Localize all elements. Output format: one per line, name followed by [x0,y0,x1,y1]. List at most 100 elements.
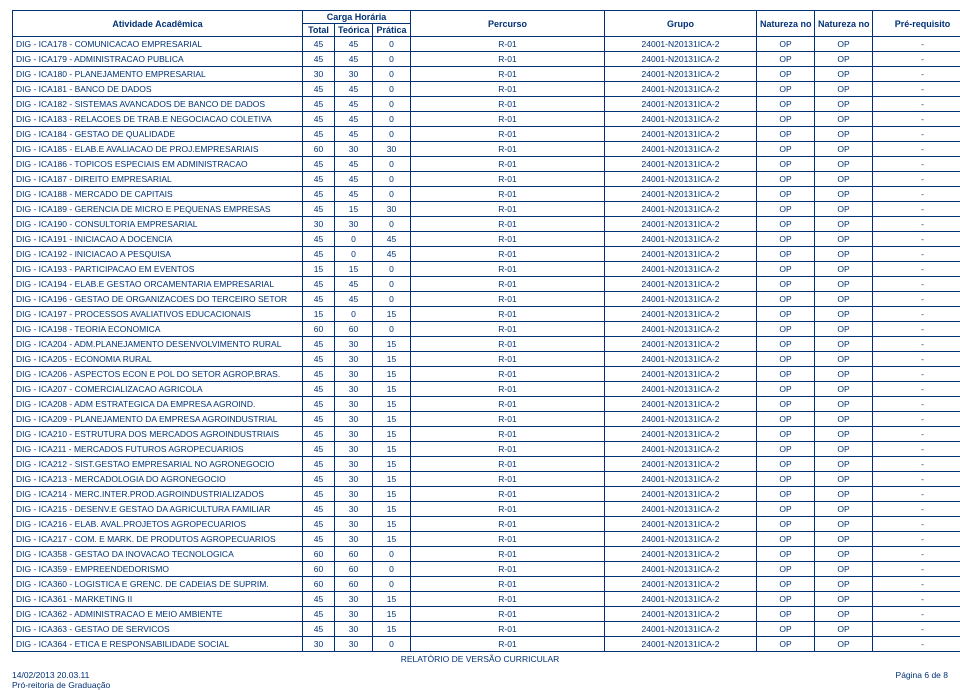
cell-nat-percurso: OP [815,577,873,592]
cell-prereq: - [873,397,960,412]
cell-activity: DIG - ICA364 - ETICA E RESPONSABILIDADE … [13,637,303,652]
cell-total: 45 [303,382,335,397]
table-row: DIG - ICA183 - RELACOES DE TRAB.E NEGOCI… [13,112,960,127]
cell-prereq: - [873,292,960,307]
cell-grupo: 24001-N20131ICA-2 [605,277,757,292]
cell-nat-grupo: OP [757,457,815,472]
cell-pratica: 0 [373,127,411,142]
cell-pratica: 0 [373,97,411,112]
cell-activity: DIG - ICA360 - LOGISTICA E GRENC. DE CAD… [13,577,303,592]
cell-percurso: R-01 [411,172,605,187]
cell-total: 45 [303,37,335,52]
cell-pratica: 0 [373,82,411,97]
table-row: DIG - ICA213 - MERCADOLOGIA DO AGRONEGOC… [13,472,960,487]
cell-nat-grupo: OP [757,352,815,367]
cell-nat-percurso: OP [815,472,873,487]
cell-percurso: R-01 [411,352,605,367]
cell-grupo: 24001-N20131ICA-2 [605,562,757,577]
cell-nat-grupo: OP [757,367,815,382]
cell-prereq: - [873,217,960,232]
cell-pratica: 15 [373,517,411,532]
cell-percurso: R-01 [411,517,605,532]
cell-nat-percurso: OP [815,502,873,517]
table-row: DIG - ICA210 - ESTRUTURA DOS MERCADOS AG… [13,427,960,442]
cell-total: 60 [303,577,335,592]
cell-nat-grupo: OP [757,637,815,652]
cell-grupo: 24001-N20131ICA-2 [605,157,757,172]
cell-nat-percurso: OP [815,127,873,142]
footer-timestamp: 14/02/2013 20.03.11 [12,670,110,680]
cell-nat-percurso: OP [815,37,873,52]
cell-teorica: 30 [335,517,373,532]
cell-nat-percurso: OP [815,382,873,397]
cell-activity: DIG - ICA362 - ADMINISTRACAO E MEIO AMBI… [13,607,303,622]
cell-prereq: - [873,37,960,52]
cell-percurso: R-01 [411,622,605,637]
cell-activity: DIG - ICA217 - COM. E MARK. DE PRODUTOS … [13,532,303,547]
cell-activity: DIG - ICA181 - BANCO DE DADOS [13,82,303,97]
th-teorica: Teórica [335,24,373,37]
cell-percurso: R-01 [411,307,605,322]
cell-teorica: 30 [335,442,373,457]
cell-nat-grupo: OP [757,187,815,202]
cell-prereq: - [873,112,960,127]
cell-pratica: 0 [373,187,411,202]
cell-nat-percurso: OP [815,232,873,247]
cell-percurso: R-01 [411,112,605,127]
cell-activity: DIG - ICA205 - ECONOMIA RURAL [13,352,303,367]
cell-teorica: 45 [335,172,373,187]
cell-total: 45 [303,277,335,292]
table-row: DIG - ICA189 - GERENCIA DE MICRO E PEQUE… [13,202,960,217]
cell-grupo: 24001-N20131ICA-2 [605,622,757,637]
cell-percurso: R-01 [411,577,605,592]
cell-percurso: R-01 [411,322,605,337]
cell-percurso: R-01 [411,142,605,157]
cell-pratica: 0 [373,67,411,82]
cell-nat-percurso: OP [815,637,873,652]
cell-teorica: 30 [335,67,373,82]
table-row: DIG - ICA187 - DIREITO EMPRESARIAL45450R… [13,172,960,187]
cell-nat-percurso: OP [815,412,873,427]
cell-activity: DIG - ICA185 - ELAB.E AVALIACAO DE PROJ.… [13,142,303,157]
table-row: DIG - ICA191 - INICIACAO A DOCENCIA45045… [13,232,960,247]
cell-percurso: R-01 [411,367,605,382]
cell-total: 45 [303,247,335,262]
cell-grupo: 24001-N20131ICA-2 [605,397,757,412]
cell-percurso: R-01 [411,592,605,607]
cell-nat-grupo: OP [757,37,815,52]
cell-prereq: - [873,622,960,637]
cell-teorica: 30 [335,607,373,622]
cell-grupo: 24001-N20131ICA-2 [605,427,757,442]
cell-activity: DIG - ICA212 - SIST.GESTAO EMPRESARIAL N… [13,457,303,472]
cell-nat-percurso: OP [815,352,873,367]
cell-pratica: 45 [373,247,411,262]
cell-nat-grupo: OP [757,52,815,67]
cell-pratica: 0 [373,217,411,232]
cell-prereq: - [873,472,960,487]
th-grupo: Grupo [605,11,757,37]
cell-prereq: - [873,577,960,592]
cell-nat-percurso: OP [815,112,873,127]
cell-activity: DIG - ICA197 - PROCESSOS AVALIATIVOS EDU… [13,307,303,322]
cell-activity: DIG - ICA189 - GERENCIA DE MICRO E PEQUE… [13,202,303,217]
cell-grupo: 24001-N20131ICA-2 [605,502,757,517]
cell-pratica: 0 [373,52,411,67]
cell-pratica: 30 [373,142,411,157]
cell-nat-percurso: OP [815,487,873,502]
cell-percurso: R-01 [411,67,605,82]
cell-prereq: - [873,502,960,517]
cell-teorica: 45 [335,37,373,52]
cell-total: 30 [303,67,335,82]
cell-total: 45 [303,487,335,502]
cell-teorica: 45 [335,52,373,67]
cell-grupo: 24001-N20131ICA-2 [605,307,757,322]
cell-percurso: R-01 [411,157,605,172]
table-row: DIG - ICA192 - INICIACAO A PESQUISA45045… [13,247,960,262]
cell-nat-percurso: OP [815,427,873,442]
cell-prereq: - [873,352,960,367]
table-row: DIG - ICA215 - DESENV.E GESTAO DA AGRICU… [13,502,960,517]
cell-percurso: R-01 [411,532,605,547]
th-percurso: Percurso [411,11,605,37]
cell-teorica: 30 [335,472,373,487]
cell-grupo: 24001-N20131ICA-2 [605,172,757,187]
